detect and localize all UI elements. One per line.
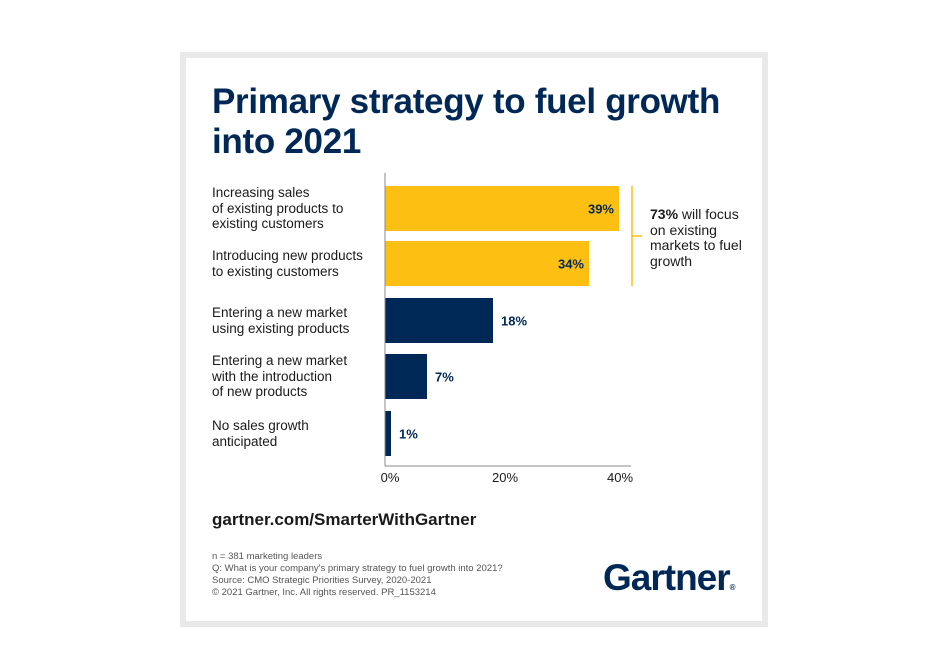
footnote-source: Source: CMO Strategic Priorities Survey,… — [212, 575, 432, 586]
x-tick-label: 0% — [381, 470, 400, 485]
category-label: Increasing sales of existing products to e… — [212, 185, 344, 232]
x-tick-label: 40% — [607, 470, 633, 485]
bar — [385, 186, 619, 231]
chart-title: Primary strategy to fuel growth into 202… — [212, 82, 721, 161]
footnote-question: Q: What is your company's primary strate… — [212, 563, 503, 574]
gartner-logo: Gartner® — [603, 557, 736, 598]
logo-text: Gartner — [603, 557, 731, 598]
bar — [385, 241, 589, 286]
bar — [385, 354, 427, 399]
annotation: 73% will focus on existing markets to fu… — [650, 206, 750, 269]
data-label: 34% — [558, 257, 584, 272]
data-label: 39% — [588, 202, 614, 217]
category-label: Entering a new market with the introducti… — [212, 353, 348, 400]
data-label: 1% — [399, 427, 418, 442]
annotation-text: will focus on existing markets to fuel g… — [650, 206, 742, 269]
footnotes: n = 381 marketing leaders Q: What is you… — [212, 551, 503, 599]
footnote-copyright: © 2021 Gartner, Inc. All rights reserved… — [212, 587, 436, 598]
bar — [385, 411, 391, 456]
x-tick-label: 20% — [492, 470, 518, 485]
category-label: Introducing new products to existing cust… — [212, 248, 363, 279]
category-label: Entering a new market using existing prod… — [212, 305, 350, 336]
footnote-n: n = 381 marketing leaders — [212, 551, 323, 562]
bar — [385, 298, 493, 343]
annotation-bold: 73% — [650, 206, 679, 222]
source-url[interactable]: gartner.com/SmarterWithGartner — [212, 510, 477, 529]
data-label: 7% — [435, 370, 454, 385]
data-label: 18% — [501, 314, 527, 329]
category-label: No sales growth anticipated — [212, 418, 309, 449]
